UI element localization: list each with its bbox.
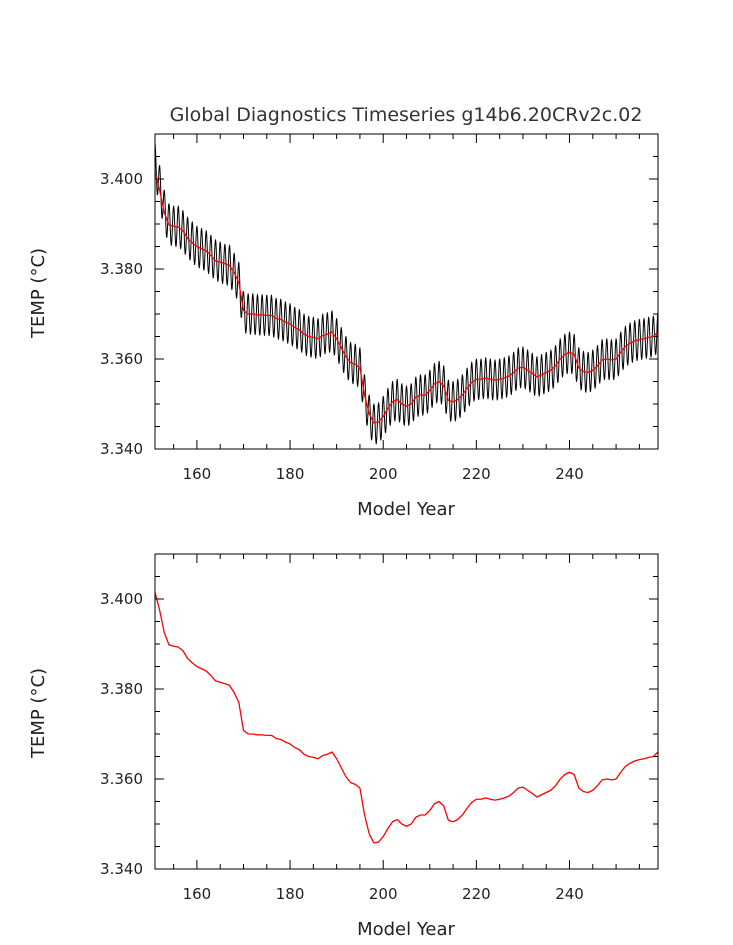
top-x-tick-label: 240 <box>555 465 584 483</box>
top-panel-x-tick-labels: 160 180 200 220 240 <box>183 465 584 483</box>
bottom-panel-frame <box>154 553 659 870</box>
top-y-tick-label: 3.400 <box>100 170 143 188</box>
top-y-tick-label: 3.360 <box>100 350 143 368</box>
top-y-tick-label: 3.340 <box>100 440 143 458</box>
top-x-tick-label: 220 <box>462 465 491 483</box>
top-panel-ticks <box>155 133 658 450</box>
bottom-panel-x-axis-label: Model Year <box>357 919 455 940</box>
bottom-smoothed-series-line <box>154 592 659 844</box>
top-panel: 160 180 200 220 240 3.340 3.360 3.380 3.400 Mod… <box>28 133 659 520</box>
top-smoothed-series-line <box>154 172 659 424</box>
top-x-tick-label: 180 <box>276 465 305 483</box>
bottom-panel-y-axis-label: TEMP (°C) <box>28 668 49 759</box>
top-panel-y-tick-labels: 3.340 3.360 3.380 3.400 <box>100 170 143 458</box>
top-monthly-series-line <box>154 142 659 445</box>
bottom-panel-marks <box>154 592 659 844</box>
bottom-y-tick-label: 3.380 <box>100 680 143 698</box>
top-y-tick-label: 3.380 <box>100 260 143 278</box>
bottom-panel-ticks <box>155 553 658 870</box>
bottom-x-tick-label: 180 <box>276 885 305 903</box>
bottom-x-tick-label: 240 <box>555 885 584 903</box>
chart-title: Global Diagnostics Timeseries g14b6.20CR… <box>170 104 643 126</box>
bottom-y-tick-label: 3.360 <box>100 770 143 788</box>
top-panel-frame <box>154 133 659 450</box>
top-x-tick-label: 160 <box>183 465 212 483</box>
bottom-y-tick-label: 3.400 <box>100 590 143 608</box>
top-x-tick-label: 200 <box>369 465 398 483</box>
bottom-x-tick-label: 160 <box>183 885 212 903</box>
bottom-panel-x-tick-labels: 160 180 200 220 240 <box>183 885 584 903</box>
top-panel-x-axis-label: Model Year <box>357 499 455 520</box>
top-panel-marks <box>154 142 659 445</box>
bottom-x-tick-label: 220 <box>462 885 491 903</box>
bottom-panel-y-tick-labels: 3.340 3.360 3.380 3.400 <box>100 590 143 878</box>
top-panel-y-axis-label: TEMP (°C) <box>28 248 49 339</box>
bottom-x-tick-label: 200 <box>369 885 398 903</box>
bottom-panel: 160 180 200 220 240 3.340 3.360 3.380 3.400 Mod… <box>28 553 659 940</box>
bottom-y-tick-label: 3.340 <box>100 860 143 878</box>
